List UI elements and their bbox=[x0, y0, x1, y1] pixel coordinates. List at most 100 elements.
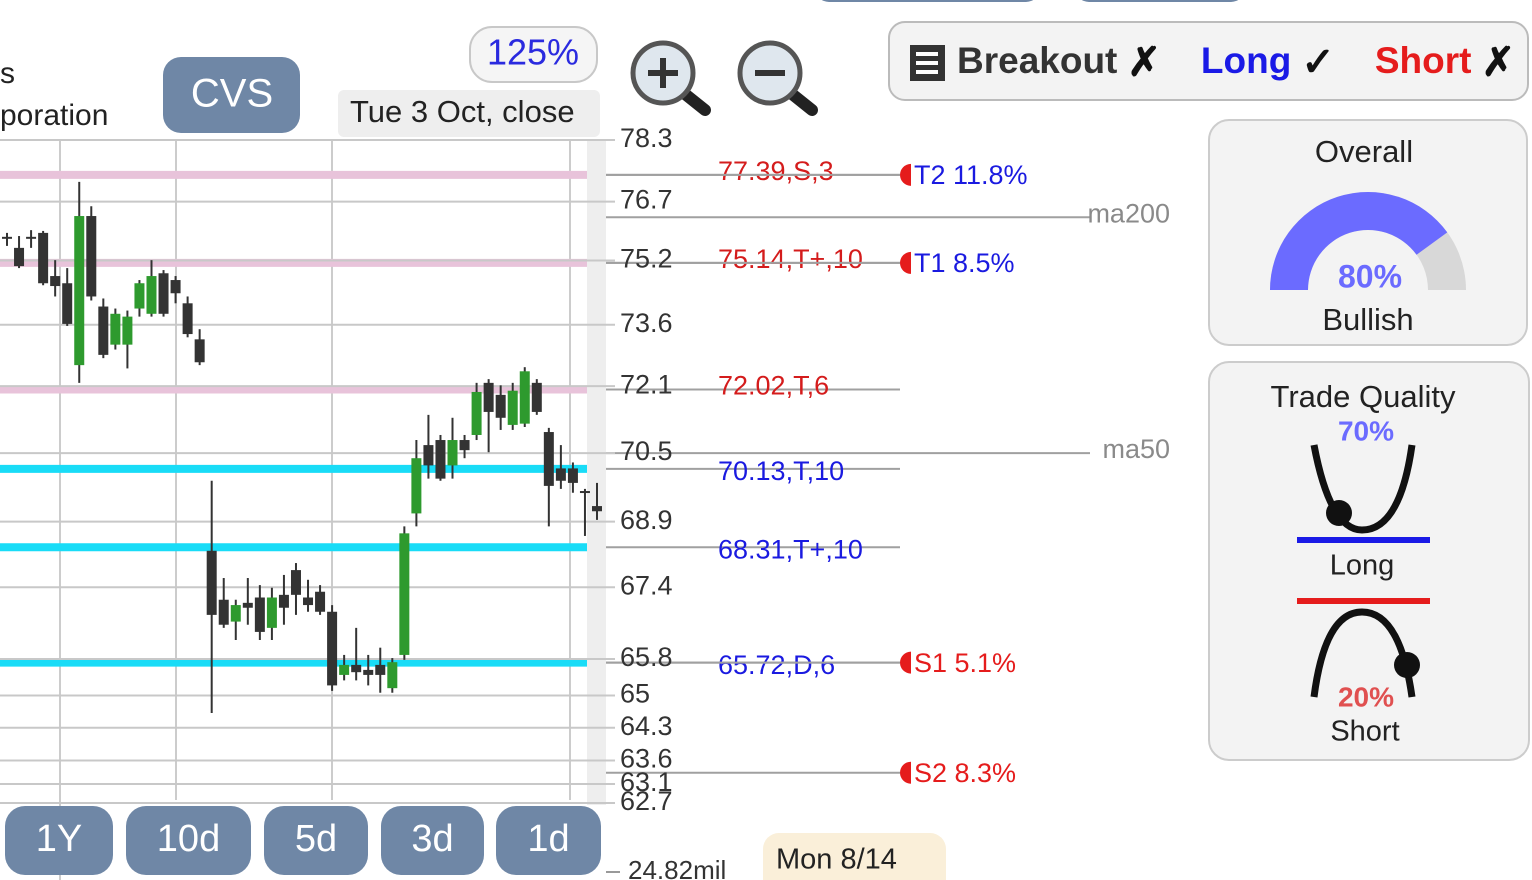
signal-label[interactable]: Long bbox=[1201, 40, 1291, 81]
range-button-label: 3d bbox=[411, 818, 453, 860]
vertical-grid bbox=[59, 140, 571, 880]
candle-body bbox=[206, 550, 217, 615]
candle-body bbox=[50, 276, 61, 287]
level-label: 68.31,T+,10 bbox=[718, 534, 863, 564]
candle-body bbox=[567, 468, 578, 483]
zoom-pill[interactable] bbox=[469, 26, 598, 83]
y-tick-label: 62.7 bbox=[620, 786, 673, 816]
y-tick-label: 64.3 bbox=[620, 711, 673, 741]
volume-label: 24.82mil bbox=[628, 855, 726, 880]
y-tick-label: 63.1 bbox=[620, 767, 673, 797]
candle-body bbox=[14, 247, 25, 267]
short-label: Short bbox=[1330, 716, 1399, 748]
range-button-label: 1Y bbox=[36, 818, 82, 860]
zoom-out[interactable] bbox=[737, 40, 818, 116]
candle-body bbox=[423, 445, 434, 466]
level-label: 70.13,T,10 bbox=[718, 456, 844, 486]
candle-body bbox=[543, 432, 554, 486]
candle-body bbox=[327, 611, 338, 686]
range-button[interactable] bbox=[496, 806, 601, 875]
candle-body bbox=[411, 458, 422, 514]
date-box bbox=[338, 90, 600, 137]
y-tick-label: 68.9 bbox=[620, 505, 673, 535]
candle-body bbox=[531, 382, 542, 412]
y-tick-label: 70.5 bbox=[620, 436, 673, 466]
trade-quality-panel bbox=[1208, 361, 1530, 761]
signal-label[interactable]: Breakout bbox=[957, 40, 1117, 81]
candle-body bbox=[387, 662, 398, 689]
y-tick-label: 72.1 bbox=[620, 369, 673, 399]
short-quality: 20% bbox=[1338, 681, 1394, 712]
date-tag-text: Mon 8/14 bbox=[776, 844, 897, 876]
target-label: S2 8.3% bbox=[914, 758, 1016, 788]
signal-label[interactable]: Short bbox=[1375, 40, 1472, 81]
breakout-icon bbox=[910, 45, 945, 81]
candle-body bbox=[26, 236, 37, 239]
y-tick-label: 67.4 bbox=[620, 570, 673, 600]
long-curve bbox=[1310, 444, 1416, 534]
target-label: T1 8.5% bbox=[914, 248, 1015, 278]
signals-bar bbox=[888, 21, 1529, 101]
candle-body bbox=[122, 316, 133, 345]
overall-value: 80% bbox=[1338, 258, 1402, 294]
candle-body bbox=[303, 597, 314, 606]
candle-body bbox=[351, 664, 362, 673]
ticker-button[interactable] bbox=[163, 57, 300, 133]
candle-body bbox=[278, 594, 289, 608]
overall-verdict: Bullish bbox=[1322, 302, 1413, 337]
zoom-level: 125% bbox=[487, 32, 579, 73]
range-button[interactable] bbox=[5, 806, 113, 875]
candle-body bbox=[290, 570, 301, 595]
signal-mark: ✓ bbox=[1301, 41, 1335, 85]
candle-body bbox=[146, 276, 157, 314]
candle-body bbox=[459, 440, 470, 451]
trade-quality-title: Trade Quality bbox=[1271, 379, 1456, 414]
top-button[interactable] bbox=[815, 0, 1040, 2]
long-dot bbox=[1326, 500, 1352, 526]
y-tick-label: 63.6 bbox=[620, 744, 673, 774]
candle-body bbox=[483, 382, 494, 412]
level-label: 75.14,T+,10 bbox=[718, 244, 863, 274]
candle-body bbox=[62, 283, 73, 324]
range-button[interactable] bbox=[126, 806, 251, 875]
level-label: 72.02,T,6 bbox=[718, 371, 829, 401]
candle-body bbox=[218, 599, 229, 625]
y-tick-label: 65.8 bbox=[620, 642, 673, 672]
candle-body bbox=[375, 664, 386, 675]
candle-body bbox=[254, 597, 265, 632]
y-tick-label: 65 bbox=[620, 679, 650, 709]
short-dot bbox=[1394, 652, 1420, 678]
overall-title: Overall bbox=[1315, 134, 1413, 169]
candle-body bbox=[230, 605, 241, 622]
y-tick-label: 75.2 bbox=[620, 244, 673, 274]
level-label: 77.39,S,3 bbox=[718, 156, 834, 186]
y-tick-label: 73.6 bbox=[620, 308, 673, 338]
candle-body bbox=[579, 491, 590, 494]
candle-body bbox=[2, 236, 12, 239]
target-marker bbox=[900, 761, 911, 784]
zoom-in[interactable] bbox=[630, 40, 711, 116]
candle-body bbox=[134, 283, 145, 309]
candle-body bbox=[592, 506, 602, 512]
candle-body bbox=[242, 602, 253, 608]
date-tag bbox=[763, 833, 946, 880]
top-button[interactable] bbox=[1075, 0, 1245, 2]
candle-body bbox=[98, 306, 109, 355]
company-name: poration bbox=[0, 99, 108, 132]
candle-body bbox=[363, 669, 374, 675]
ma-label: ma50 bbox=[1102, 434, 1170, 464]
range-button-label: 1d bbox=[527, 818, 569, 860]
range-button[interactable] bbox=[381, 806, 484, 875]
candle-body bbox=[86, 216, 97, 297]
candle-body bbox=[555, 468, 566, 481]
range-button[interactable] bbox=[264, 806, 368, 875]
gauge-value bbox=[1270, 192, 1448, 290]
axis-strip bbox=[587, 140, 606, 805]
candle-body bbox=[158, 273, 169, 314]
y-tick-label: 78.3 bbox=[620, 123, 673, 153]
signal-mark: ✗ bbox=[1127, 41, 1161, 85]
chart-date: Tue 3 Oct, close bbox=[350, 94, 575, 129]
range-button-label: 5d bbox=[295, 818, 337, 860]
